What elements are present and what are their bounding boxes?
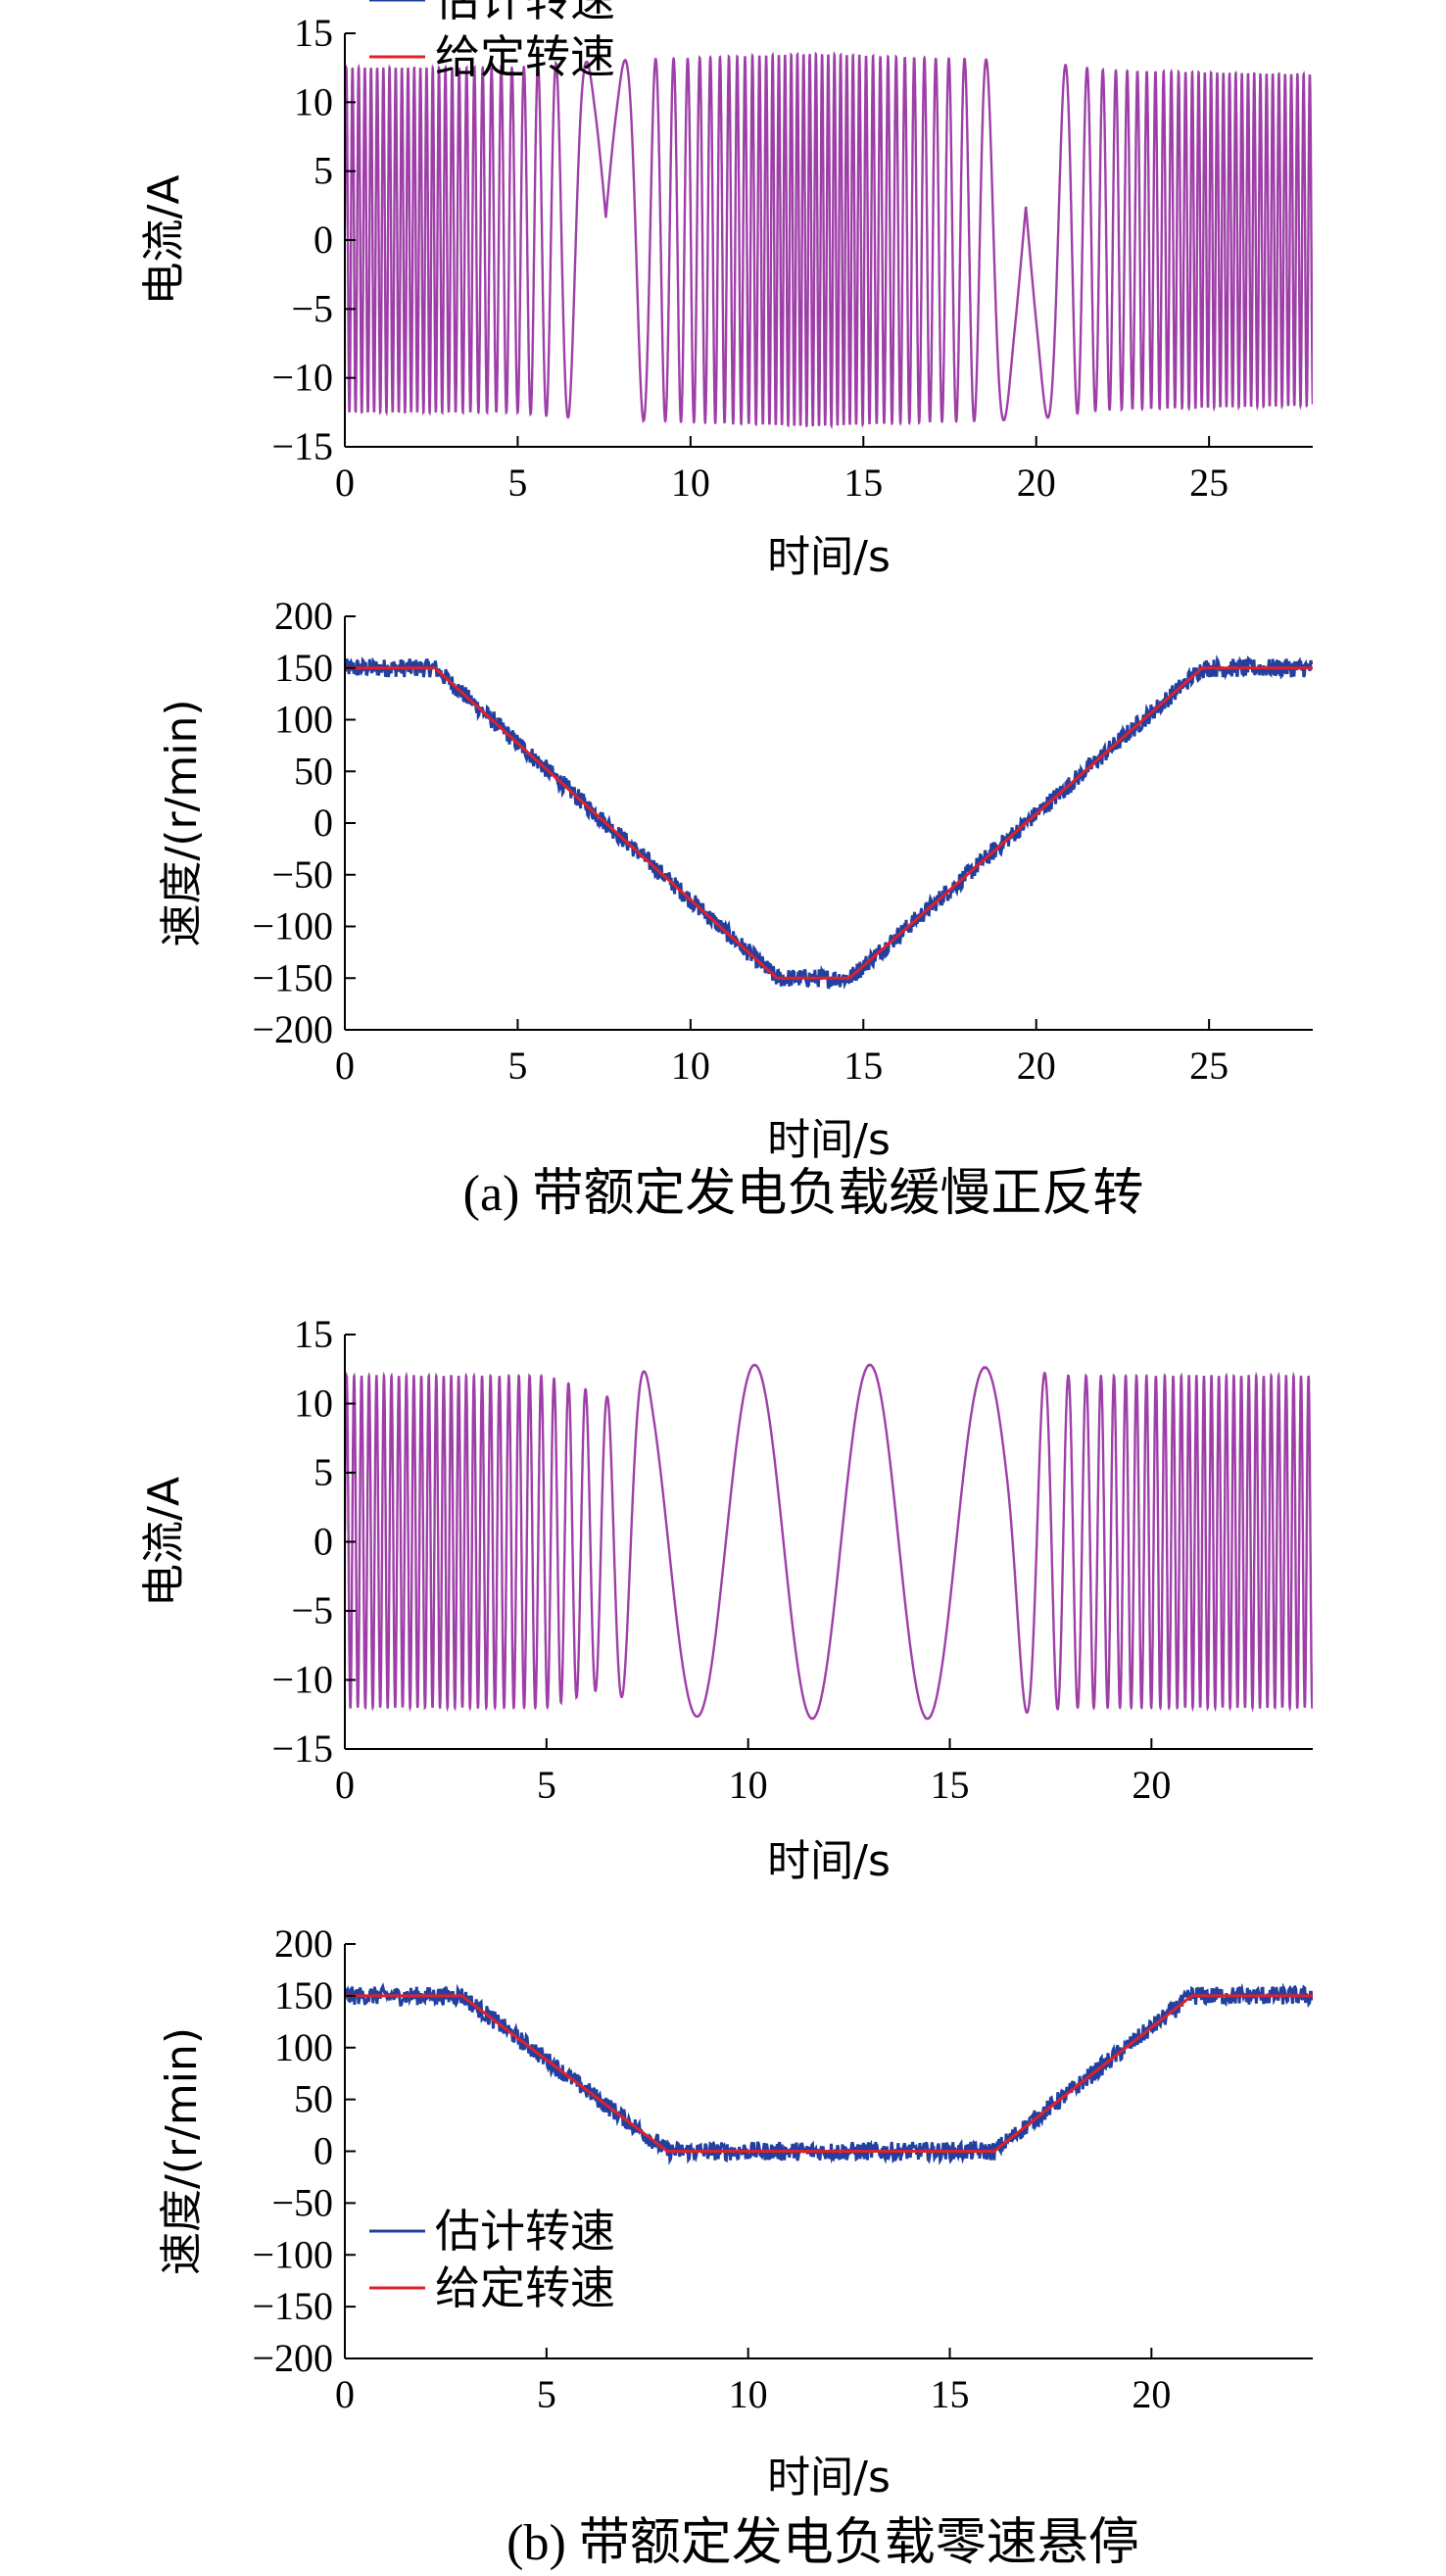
- x-tick-label: 15: [844, 461, 883, 505]
- y-tick-label: −100: [252, 2232, 333, 2276]
- y-tick-label: 15: [294, 11, 333, 55]
- y-tick-label: −5: [291, 1588, 333, 1632]
- y-tick-label: 200: [274, 1921, 333, 1966]
- caption-b: (b) 带额定发电负载零速悬停: [506, 2515, 1139, 2571]
- x-tick-label: 25: [1189, 1044, 1229, 1088]
- reference-speed-line: [345, 1994, 1313, 2153]
- y-tick-label: −15: [271, 1726, 333, 1771]
- y-axis-label: 速度/(r/min): [157, 2027, 207, 2275]
- y-tick-label: 0: [313, 218, 333, 262]
- y-axis-label: 电流/A: [139, 1477, 189, 1607]
- plot-area: [345, 1982, 1313, 2165]
- x-tick-label: 25: [1189, 461, 1229, 505]
- x-tick-label: 5: [507, 1044, 527, 1088]
- current-waveform-line: [345, 1363, 1313, 1721]
- x-tick-label: 0: [335, 1044, 355, 1088]
- y-tick-label: −200: [252, 2336, 333, 2380]
- legend-label-reference: 给定转速: [435, 2261, 615, 2314]
- x-tick-label: 20: [1017, 1044, 1056, 1088]
- y-tick-label: 150: [274, 646, 333, 690]
- x-tick-label: 20: [1132, 1763, 1171, 1807]
- panel-a-current: −15 −10 −5 0 5 10 15 0 5 10 15 20 25 时间/s 电流/A: [139, 11, 1313, 582]
- y-tick-label: −15: [271, 424, 333, 468]
- y-tick-label: 10: [294, 1382, 333, 1426]
- legend-label-reference: 给定转速: [435, 30, 615, 83]
- legend-label-estimated: 估计转速: [435, 0, 615, 26]
- y-tick-label: −50: [271, 2180, 333, 2224]
- x-tick-label: 0: [335, 461, 355, 505]
- y-tick-label: 100: [274, 698, 333, 742]
- x-axis-label: 时间/s: [767, 1836, 891, 1886]
- y-tick-label: 0: [313, 1520, 333, 1564]
- y-tick-label: 50: [294, 2077, 333, 2121]
- x-tick-label: 10: [729, 2372, 768, 2416]
- x-axis-label: 时间/s: [767, 1115, 891, 1165]
- y-tick-label: −5: [291, 286, 333, 330]
- y-tick-label: −200: [252, 1007, 333, 1051]
- y-tick-label: 0: [313, 2129, 333, 2173]
- panel-b-current: −15 −10 −5 0 5 10 15 0 5 10 15 20 时间/s 电流/A: [139, 1312, 1313, 1886]
- y-tick-label: −10: [271, 356, 333, 400]
- y-tick-label: 50: [294, 749, 333, 793]
- y-axis-label: 电流/A: [139, 175, 189, 306]
- estimated-speed-line: [345, 1982, 1313, 2165]
- x-tick-label: 10: [671, 461, 710, 505]
- panel-b-speed: −200 −150 −100 −50 0 50 100 150 200 0 5 10 15 20 时间/s 速…: [157, 1921, 1313, 2503]
- x-axis-label: 时间/s: [767, 532, 891, 582]
- y-tick-label: 200: [274, 594, 333, 638]
- plot-area: [345, 1363, 1313, 1721]
- x-tick-label: 10: [671, 1044, 710, 1088]
- y-axis-label: 速度/(r/min): [157, 699, 207, 947]
- plot-area: [345, 50, 1313, 430]
- estimated-speed-line: [345, 654, 1313, 990]
- y-tick-label: −100: [252, 904, 333, 948]
- y-tick-label: 0: [313, 801, 333, 845]
- y-tick-label: 5: [313, 149, 333, 193]
- y-tick-label: 15: [294, 1312, 333, 1356]
- caption-a: (a) 带额定发电负载缓慢正反转: [463, 1166, 1144, 1222]
- x-tick-label: 20: [1017, 461, 1056, 505]
- y-tick-label: −10: [271, 1658, 333, 1702]
- current-waveform-line: [345, 50, 1313, 430]
- y-tick-label: 150: [274, 1973, 333, 2017]
- y-tick-label: −150: [252, 2284, 333, 2328]
- x-tick-label: 5: [507, 461, 527, 505]
- plot-area: [345, 654, 1313, 990]
- x-tick-label: 5: [537, 1763, 556, 1807]
- x-tick-label: 5: [537, 2372, 556, 2416]
- y-tick-label: 5: [313, 1450, 333, 1494]
- x-tick-label: 15: [844, 1044, 883, 1088]
- y-tick-label: 100: [274, 2025, 333, 2069]
- x-tick-label: 0: [335, 1763, 355, 1807]
- reference-speed-line: [345, 666, 1313, 980]
- y-tick-label: −50: [271, 852, 333, 897]
- y-tick-label: −150: [252, 955, 333, 999]
- x-tick-label: 15: [931, 1763, 970, 1807]
- x-axis-label: 时间/s: [767, 2453, 891, 2503]
- x-tick-label: 0: [335, 2372, 355, 2416]
- x-tick-label: 15: [931, 2372, 970, 2416]
- x-tick-label: 10: [729, 1763, 768, 1807]
- legend-label-estimated: 估计转速: [435, 2205, 615, 2258]
- y-tick-label: 10: [294, 79, 333, 123]
- x-tick-label: 20: [1132, 2372, 1171, 2416]
